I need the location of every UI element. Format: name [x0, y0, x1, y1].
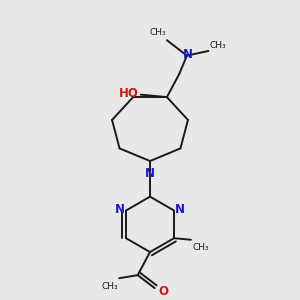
Text: CH₃: CH₃: [149, 28, 166, 37]
Text: O: O: [158, 285, 168, 298]
Text: N: N: [175, 203, 185, 216]
Text: HO: HO: [119, 87, 139, 100]
Text: N: N: [115, 203, 125, 216]
Text: N: N: [183, 48, 193, 61]
Text: CH₃: CH₃: [192, 243, 209, 252]
Text: CH₃: CH₃: [209, 41, 226, 50]
Text: N: N: [145, 167, 155, 180]
Text: CH₃: CH₃: [101, 282, 118, 291]
